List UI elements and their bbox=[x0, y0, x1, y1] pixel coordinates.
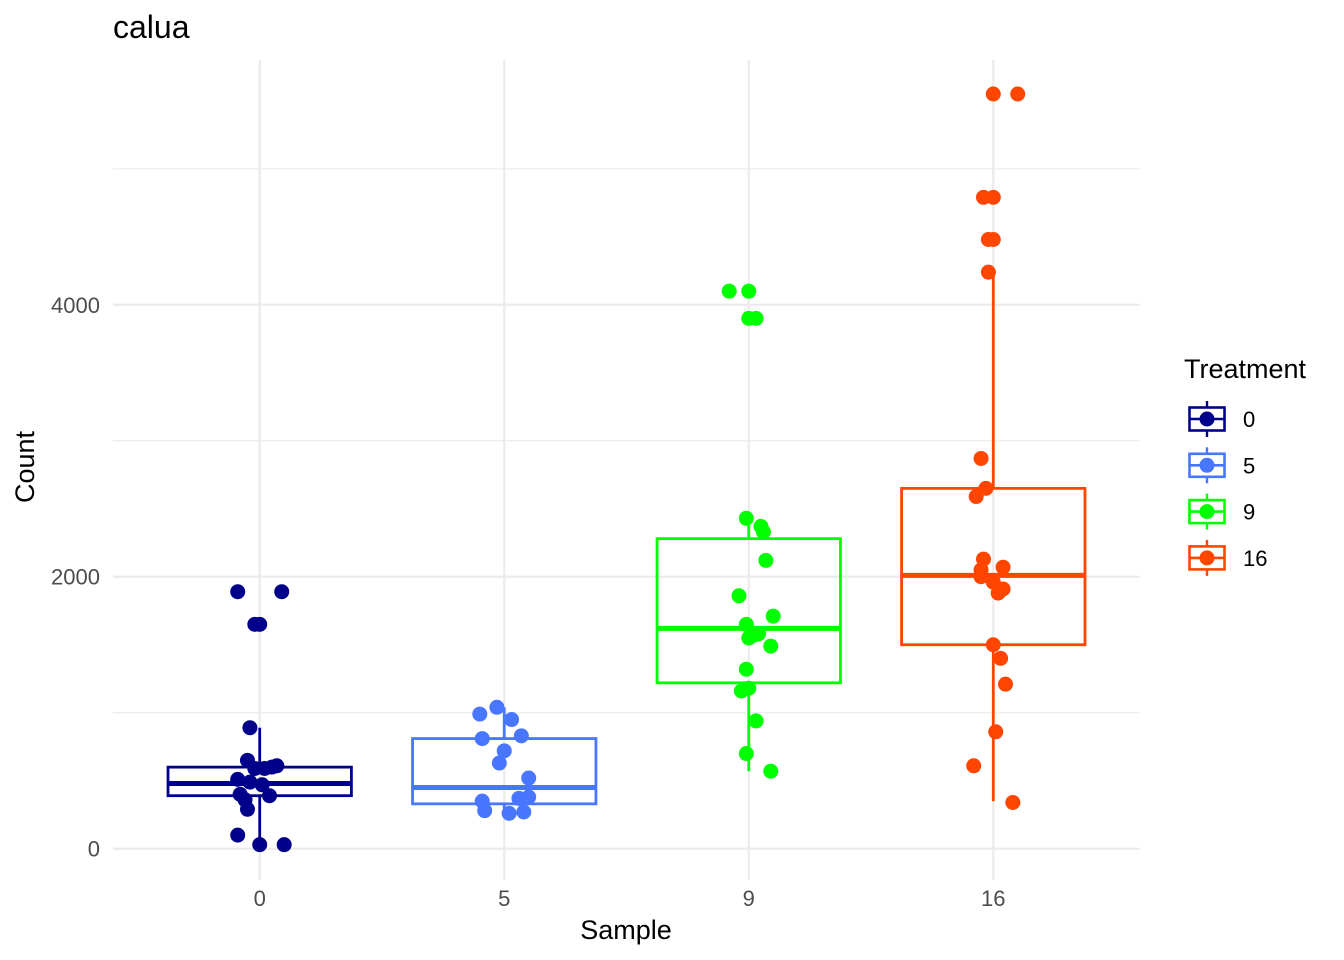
data-point bbox=[242, 774, 258, 790]
data-point bbox=[988, 724, 1004, 740]
grid-major bbox=[113, 60, 1140, 880]
data-point bbox=[491, 755, 507, 771]
data-point bbox=[758, 552, 774, 568]
data-point bbox=[1005, 794, 1021, 810]
data-point bbox=[738, 616, 754, 632]
data-point bbox=[504, 712, 520, 728]
data-point bbox=[733, 683, 749, 699]
data-point bbox=[738, 661, 754, 677]
chart-title: calua bbox=[113, 9, 190, 45]
data-point bbox=[755, 524, 771, 540]
data-point bbox=[274, 584, 290, 600]
legend-label: 5 bbox=[1243, 453, 1255, 478]
legend-title: Treatment bbox=[1184, 354, 1307, 384]
data-point bbox=[252, 837, 268, 853]
data-point bbox=[741, 283, 757, 299]
data-point bbox=[254, 777, 270, 793]
y-tick-label: 0 bbox=[88, 837, 100, 862]
points bbox=[230, 86, 1026, 853]
data-point bbox=[741, 630, 757, 646]
y-tick-label: 2000 bbox=[51, 565, 100, 590]
data-point bbox=[242, 720, 258, 736]
data-point bbox=[257, 760, 273, 776]
data-point bbox=[239, 801, 255, 817]
data-point bbox=[973, 450, 989, 466]
y-tick-label: 4000 bbox=[51, 293, 100, 318]
data-point bbox=[763, 638, 779, 654]
data-point bbox=[995, 559, 1011, 575]
data-point bbox=[230, 584, 246, 600]
data-point bbox=[985, 232, 1001, 248]
data-point bbox=[765, 608, 781, 624]
data-point bbox=[990, 585, 1006, 601]
grid-minor bbox=[113, 168, 1140, 714]
data-point bbox=[993, 650, 1009, 666]
legend-label: 16 bbox=[1243, 546, 1267, 571]
data-point bbox=[763, 763, 779, 779]
y-axis-title: Count bbox=[10, 430, 40, 503]
data-point bbox=[521, 770, 537, 786]
x-tick-label: 0 bbox=[254, 886, 266, 911]
data-point bbox=[998, 676, 1014, 692]
legend-key-point bbox=[1199, 550, 1215, 566]
data-point bbox=[230, 771, 246, 787]
data-point bbox=[731, 588, 747, 604]
data-point bbox=[738, 746, 754, 762]
data-point bbox=[966, 758, 982, 774]
legend-label: 0 bbox=[1243, 407, 1255, 432]
data-point bbox=[261, 788, 277, 804]
data-point bbox=[513, 728, 529, 744]
data-point bbox=[276, 837, 292, 853]
data-point bbox=[501, 805, 517, 821]
data-point bbox=[721, 283, 737, 299]
data-point bbox=[973, 569, 989, 585]
data-point bbox=[1010, 86, 1026, 102]
legend-keys: 0 5 9 16 bbox=[1188, 401, 1267, 576]
x-tick-label: 16 bbox=[981, 886, 1005, 911]
data-point bbox=[472, 706, 488, 722]
legend-key-point bbox=[1199, 504, 1215, 520]
plot-area bbox=[113, 60, 1140, 880]
data-point bbox=[511, 790, 527, 806]
legend-key-point bbox=[1199, 457, 1215, 473]
x-tick-label: 9 bbox=[743, 886, 755, 911]
data-point bbox=[496, 743, 512, 759]
legend-label: 9 bbox=[1243, 500, 1255, 525]
data-point bbox=[738, 510, 754, 526]
x-axis-ticks: 0 5 9 16 bbox=[254, 886, 1006, 911]
x-tick-label: 5 bbox=[498, 886, 510, 911]
box-iqr bbox=[411, 737, 598, 806]
legend-key-point bbox=[1199, 411, 1215, 427]
data-point bbox=[748, 713, 764, 729]
data-point bbox=[230, 827, 246, 843]
data-point bbox=[980, 264, 996, 280]
data-point bbox=[968, 489, 984, 505]
data-point bbox=[748, 310, 764, 326]
data-point bbox=[985, 189, 1001, 205]
x-axis-title: Sample bbox=[580, 915, 672, 945]
data-point bbox=[985, 637, 1001, 653]
data-point bbox=[477, 803, 493, 819]
data-point bbox=[474, 731, 490, 747]
data-point bbox=[985, 86, 1001, 102]
data-point bbox=[516, 804, 532, 820]
data-point bbox=[252, 616, 268, 632]
y-axis-ticks: 0 2000 4000 bbox=[51, 293, 100, 862]
legend: Treatment 0 5 9 16 bbox=[1184, 354, 1307, 576]
data-point bbox=[489, 699, 505, 715]
boxes bbox=[166, 273, 1087, 845]
